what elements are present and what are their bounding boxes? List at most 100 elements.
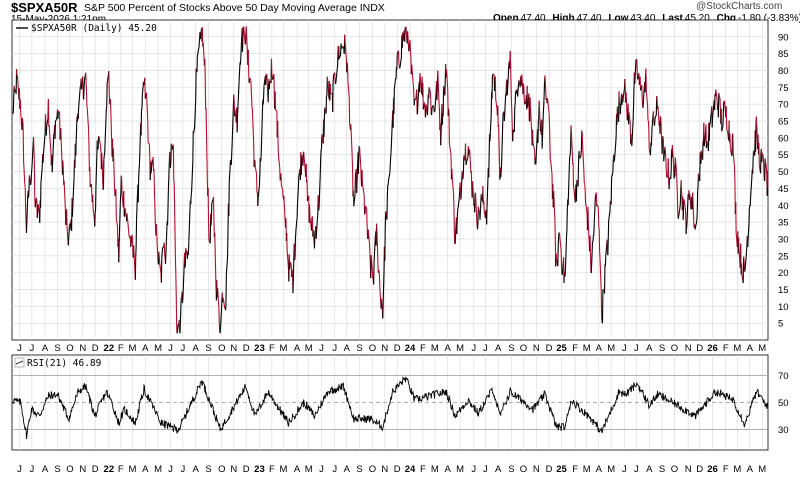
- x-tick-label: F: [420, 343, 426, 354]
- chg-label: Chg: [716, 13, 737, 24]
- rsi-x-tick-label: D: [696, 464, 703, 475]
- main-y-tick-label: 80: [778, 66, 789, 77]
- x-tick-label: J: [168, 343, 173, 354]
- main-panel-frame: [11, 19, 769, 341]
- rsi-x-tick-label: N: [533, 464, 540, 475]
- series-segment: [750, 177, 753, 198]
- series-segment: [509, 50, 512, 103]
- series-segment: [188, 210, 191, 247]
- x-tick-label: F: [723, 343, 729, 354]
- series-segment: [277, 155, 281, 168]
- series-segment: [541, 114, 544, 149]
- series-segment: [584, 202, 588, 211]
- series-segment: [205, 107, 208, 179]
- series-segment: [376, 231, 379, 273]
- x-tick-label: 23: [254, 343, 265, 354]
- series-segment: [147, 142, 150, 145]
- x-tick-label: A: [495, 343, 502, 354]
- main-y-tick-label: 60: [778, 133, 789, 144]
- x-tick-label: 26: [707, 343, 718, 354]
- series-segment: [692, 192, 695, 227]
- series-segment: [532, 143, 536, 151]
- rsi-x-tick-label: J: [332, 464, 337, 475]
- series-segment: [428, 87, 431, 93]
- series-segment: [231, 105, 234, 144]
- x-tick-label: S: [659, 343, 665, 354]
- rsi-x-tick-label: M: [305, 464, 313, 475]
- series-segment: [599, 258, 602, 292]
- rsi-x-tick-label: M: [456, 464, 464, 475]
- series-segment: [115, 218, 119, 227]
- rsi-x-tick-label: F: [572, 464, 578, 475]
- series-segment: [220, 303, 223, 328]
- rsi-legend-label: RSI(21) 46.89: [27, 358, 102, 369]
- series-segment: [92, 208, 95, 219]
- x-tick-label: O: [369, 343, 376, 354]
- series-segment: [23, 161, 26, 185]
- x-tick-label: D: [696, 343, 703, 354]
- x-tick-label: A: [596, 343, 603, 354]
- x-tick-label: A: [42, 343, 49, 354]
- x-tick-label: S: [356, 343, 362, 354]
- rsi-x-tick-label: M: [431, 464, 439, 475]
- series-segment: [524, 101, 527, 105]
- series-segment: [744, 257, 747, 272]
- rsi-x-tick-label: O: [369, 464, 376, 475]
- rsi-x-tick-label: F: [118, 464, 124, 475]
- series-segment: [709, 112, 712, 125]
- series-segment: [162, 246, 165, 249]
- x-tick-label: N: [533, 343, 540, 354]
- series-segment: [153, 169, 156, 218]
- main-y-tick-label: 40: [778, 201, 789, 212]
- series-segment: [570, 125, 573, 153]
- rsi-x-tick-label: D: [394, 464, 401, 475]
- series-segment: [347, 82, 350, 98]
- x-tick-label: A: [445, 343, 452, 354]
- x-tick-label: J: [181, 343, 186, 354]
- chart-datetime: 15-May-2026 1:21pm: [11, 14, 107, 25]
- series-segment: [222, 299, 226, 309]
- rsi-x-tick-label: N: [685, 464, 692, 475]
- x-tick-label: N: [685, 343, 692, 354]
- series-segment: [260, 114, 263, 158]
- rsi-x-tick-label: F: [420, 464, 426, 475]
- x-tick-label: D: [394, 343, 401, 354]
- series-segment: [437, 70, 440, 104]
- rsi-x-axis: J J A S O N D 22 F M A M J J A S O N D 23 F M A M J J A S O N D 24 F M A M J…: [17, 464, 766, 475]
- series-segment: [75, 116, 78, 156]
- x-tick-label: A: [747, 343, 754, 354]
- series-segment: [500, 122, 504, 167]
- series-segment: [237, 80, 240, 107]
- symbol-description: S&P 500 Percent of Stocks Above 50 Day M…: [84, 2, 385, 14]
- series-segment: [474, 192, 478, 218]
- x-tick-label: M: [128, 343, 136, 354]
- rsi-x-tick-label: N: [79, 464, 86, 475]
- rsi-x-tick-label: S: [508, 464, 514, 475]
- series-segment: [217, 288, 220, 308]
- series-segment: [448, 142, 452, 153]
- rsi-x-tick-label: 25: [556, 464, 567, 475]
- rsi-x-tick-label: 24: [405, 464, 416, 475]
- series-segment: [286, 250, 289, 268]
- series-segment: [43, 133, 46, 149]
- rsi-x-tick-label: S: [54, 464, 60, 475]
- x-tick-label: M: [607, 343, 615, 354]
- series-segment: [159, 263, 162, 274]
- series-segment: [254, 167, 258, 174]
- series-segment: [503, 94, 507, 122]
- series-segment: [173, 182, 176, 260]
- series-segment: [361, 184, 365, 193]
- rsi-x-tick-label: F: [269, 464, 275, 475]
- series-segment: [318, 173, 321, 209]
- x-tick-label: 25: [556, 343, 567, 354]
- high-value: 47.40: [576, 13, 602, 24]
- rsi-panel: 30 50 70 RSI(21) 46.89: [11, 354, 789, 451]
- series-segment: [58, 110, 60, 113]
- series-segment: [590, 241, 594, 274]
- series-segment: [472, 181, 475, 206]
- rsi-x-tick-label: J: [471, 464, 476, 475]
- x-tick-label: J: [17, 343, 22, 354]
- rsi-x-tick-label: J: [319, 464, 324, 475]
- rsi-y-tick-label: 70: [778, 371, 789, 382]
- series-segment: [133, 245, 136, 271]
